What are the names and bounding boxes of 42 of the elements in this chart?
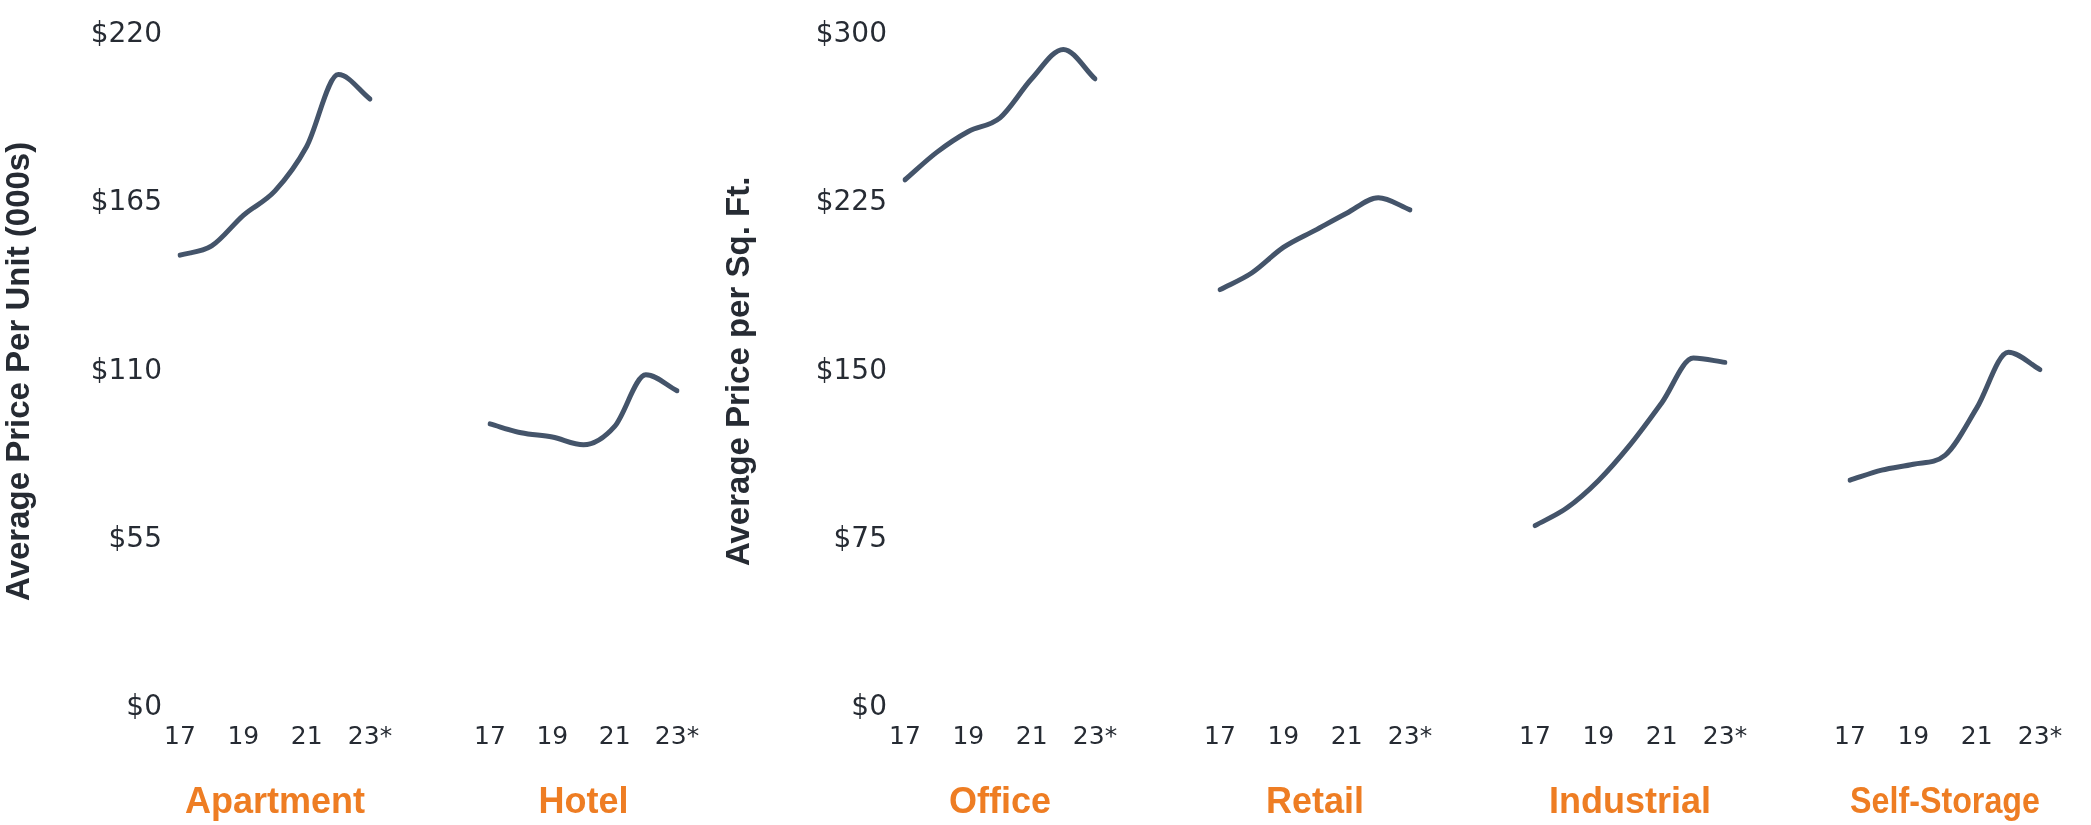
x-tick-label: 19 xyxy=(227,720,260,750)
x-tick-label: 17 xyxy=(164,720,196,750)
x-axis-title: Office xyxy=(948,780,1052,822)
y-tick-label: $75 xyxy=(833,520,887,554)
x-axis-title: Apartment xyxy=(184,780,366,822)
x-axis-title: Self-Storage xyxy=(1850,780,2040,821)
x-tick-label: 23* xyxy=(347,720,393,750)
y-tick-label: $150 xyxy=(815,352,887,386)
x-tick-label: 21 xyxy=(1330,720,1363,750)
x-tick-label: 17 xyxy=(1834,720,1866,750)
x-tick-label: 21 xyxy=(290,720,323,750)
x-tick-label: 21 xyxy=(1015,720,1048,750)
y-tick-label: $165 xyxy=(90,184,162,218)
x-tick-label: 23* xyxy=(2017,720,2063,750)
x-tick-label: 17 xyxy=(1519,720,1551,750)
x-tick-label: 17 xyxy=(1204,720,1236,750)
x-tick-label: 19 xyxy=(1897,720,1930,750)
y-axis-title: Average Price per Sq. Ft. xyxy=(718,176,756,567)
x-tick-label: 23* xyxy=(1702,720,1748,750)
x-tick-label: 21 xyxy=(1960,720,1993,750)
x-tick-label: 17 xyxy=(474,720,506,750)
y-tick-label: $0 xyxy=(851,689,887,723)
x-tick-label: 19 xyxy=(536,720,569,750)
x-axis-title: Retail xyxy=(1265,780,1365,822)
y-tick-label: $220 xyxy=(90,16,162,50)
x-tick-label: 23* xyxy=(654,720,700,750)
x-tick-label: 23* xyxy=(1387,720,1433,750)
y-axis-title: Average Price Per Unit (000s) xyxy=(0,141,36,601)
x-axis-title: Hotel xyxy=(538,780,629,822)
y-tick-label: $300 xyxy=(815,16,887,50)
x-tick-label: 17 xyxy=(889,720,921,750)
y-tick-label: $55 xyxy=(108,520,162,554)
x-tick-label: 23* xyxy=(1072,720,1118,750)
x-tick-label: 21 xyxy=(1645,720,1678,750)
x-axis-title: Industrial xyxy=(1548,780,1712,822)
x-tick-label: 19 xyxy=(1267,720,1300,750)
y-tick-label: $110 xyxy=(90,352,162,386)
x-tick-label: 19 xyxy=(952,720,985,750)
x-tick-label: 19 xyxy=(1582,720,1615,750)
x-tick-label: 21 xyxy=(598,720,631,750)
y-tick-label: $0 xyxy=(126,689,162,723)
y-tick-label: $225 xyxy=(815,184,887,218)
